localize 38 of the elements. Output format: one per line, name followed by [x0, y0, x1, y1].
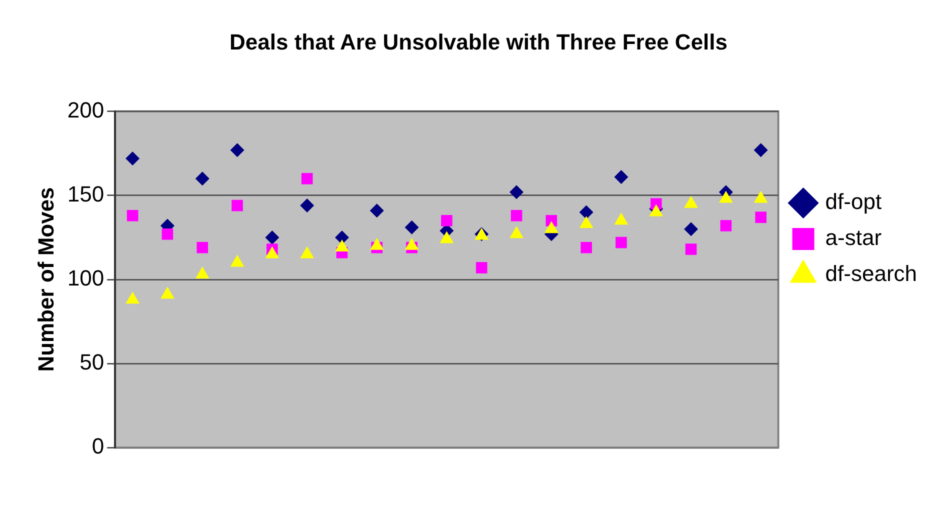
point — [441, 215, 452, 226]
point — [510, 185, 524, 200]
point — [126, 210, 138, 222]
y-tick-label: 100 — [67, 266, 104, 291]
y-axis-title: Number of Moves — [33, 187, 58, 372]
point — [230, 143, 244, 158]
point — [685, 244, 697, 255]
legend-label: df-search — [825, 261, 918, 286]
point — [755, 212, 766, 223]
point — [616, 236, 627, 248]
point — [126, 151, 140, 166]
point — [334, 230, 349, 244]
point — [614, 170, 628, 184]
point — [126, 292, 140, 304]
point — [404, 220, 419, 234]
y-tick-label: 0 — [92, 434, 104, 459]
point — [580, 242, 592, 254]
point — [476, 262, 488, 274]
point — [265, 230, 280, 244]
chart-title: Deals that Are Unsolvable with Three Free Cells — [229, 29, 728, 54]
legend-label: a-star — [825, 225, 882, 250]
y-tick-label: 200 — [67, 97, 104, 122]
point — [162, 228, 174, 240]
point — [720, 220, 732, 232]
point — [510, 210, 522, 222]
point — [754, 143, 768, 158]
point — [232, 200, 243, 212]
y-tick-label: 150 — [67, 182, 104, 207]
point — [301, 172, 313, 184]
point — [300, 198, 314, 213]
point — [579, 205, 594, 220]
y-tick-label: 50 — [80, 350, 104, 375]
point — [195, 172, 210, 186]
point — [370, 204, 384, 218]
point — [684, 222, 698, 236]
legend-label: df-opt — [825, 189, 882, 214]
point — [160, 286, 174, 299]
point — [196, 242, 208, 254]
